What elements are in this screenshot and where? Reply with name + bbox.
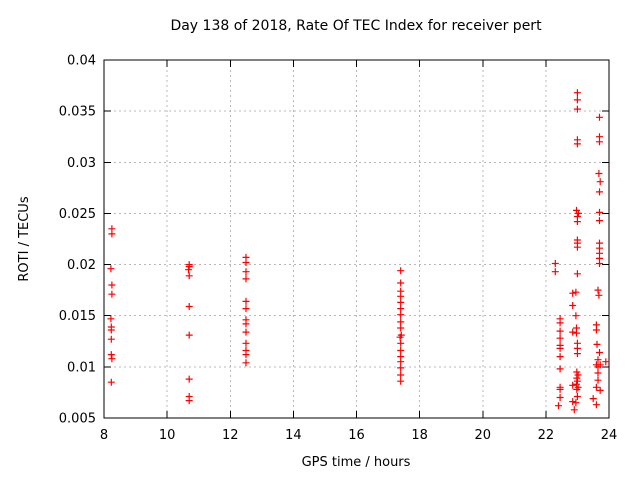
y-tick-label: 0.015 xyxy=(59,309,96,324)
y-tick-label: 0.02 xyxy=(67,258,96,273)
y-tick-label: 0.035 xyxy=(59,105,96,120)
x-tick-label: 10 xyxy=(159,428,176,443)
x-axis-label: GPS time / hours xyxy=(302,455,411,470)
y-tick-label: 0.04 xyxy=(67,54,96,69)
axis-tick-marks xyxy=(103,59,610,419)
plot-border xyxy=(103,59,610,419)
grid-lines xyxy=(104,60,609,418)
y-tick-label: 0.005 xyxy=(59,412,96,427)
x-tick-label: 14 xyxy=(285,428,302,443)
y-tick-label: 0.01 xyxy=(67,360,96,375)
x-tick-labels: 8 10 12 14 16 18 20 22 24 xyxy=(100,428,617,443)
x-tick-label: 20 xyxy=(474,428,491,443)
y-axis-label: ROTI / TECUs xyxy=(17,196,32,281)
x-tick-label: 8 xyxy=(100,428,108,443)
x-tick-label: 16 xyxy=(348,428,365,443)
x-tick-label: 24 xyxy=(601,428,618,443)
scatter-points xyxy=(107,89,610,414)
y-tick-label: 0.025 xyxy=(59,207,96,222)
chart-title: Day 138 of 2018, Rate Of TEC Index for r… xyxy=(170,18,542,34)
x-tick-label: 18 xyxy=(411,428,428,443)
x-tick-label: 12 xyxy=(222,428,239,443)
y-tick-label: 0.03 xyxy=(67,156,96,171)
y-tick-labels: 0.005 0.01 0.015 0.02 0.025 0.03 0.035 0.04 xyxy=(59,54,96,427)
x-tick-label: 22 xyxy=(538,428,555,443)
